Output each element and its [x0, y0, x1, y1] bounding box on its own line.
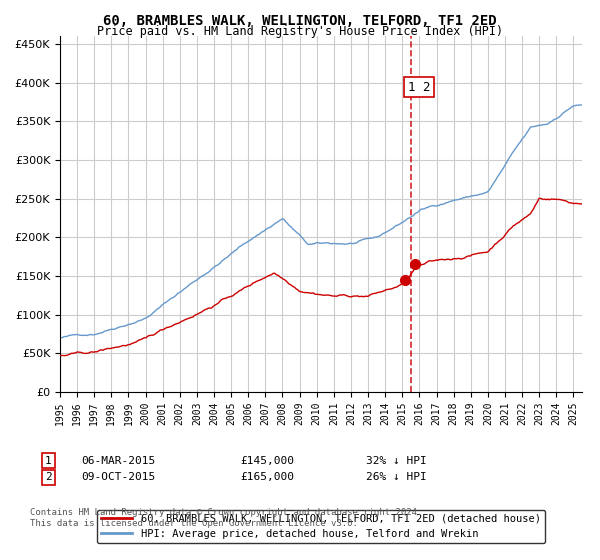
Text: 2: 2: [45, 473, 52, 483]
Text: 09-OCT-2015: 09-OCT-2015: [81, 473, 155, 483]
Text: 1: 1: [45, 456, 52, 466]
Legend: 60, BRAMBLES WALK, WELLINGTON, TELFORD, TF1 2ED (detached house), HPI: Average p: 60, BRAMBLES WALK, WELLINGTON, TELFORD, …: [97, 510, 545, 543]
Text: Contains HM Land Registry data © Crown copyright and database right 2024.
This d: Contains HM Land Registry data © Crown c…: [30, 508, 422, 528]
Text: Price paid vs. HM Land Registry's House Price Index (HPI): Price paid vs. HM Land Registry's House …: [97, 25, 503, 38]
Text: £145,000: £145,000: [240, 456, 294, 466]
Text: 06-MAR-2015: 06-MAR-2015: [81, 456, 155, 466]
Text: 1 2: 1 2: [408, 81, 430, 94]
Text: 26% ↓ HPI: 26% ↓ HPI: [366, 473, 427, 483]
Text: 60, BRAMBLES WALK, WELLINGTON, TELFORD, TF1 2ED: 60, BRAMBLES WALK, WELLINGTON, TELFORD, …: [103, 14, 497, 28]
Text: £165,000: £165,000: [240, 473, 294, 483]
Text: 32% ↓ HPI: 32% ↓ HPI: [366, 456, 427, 466]
